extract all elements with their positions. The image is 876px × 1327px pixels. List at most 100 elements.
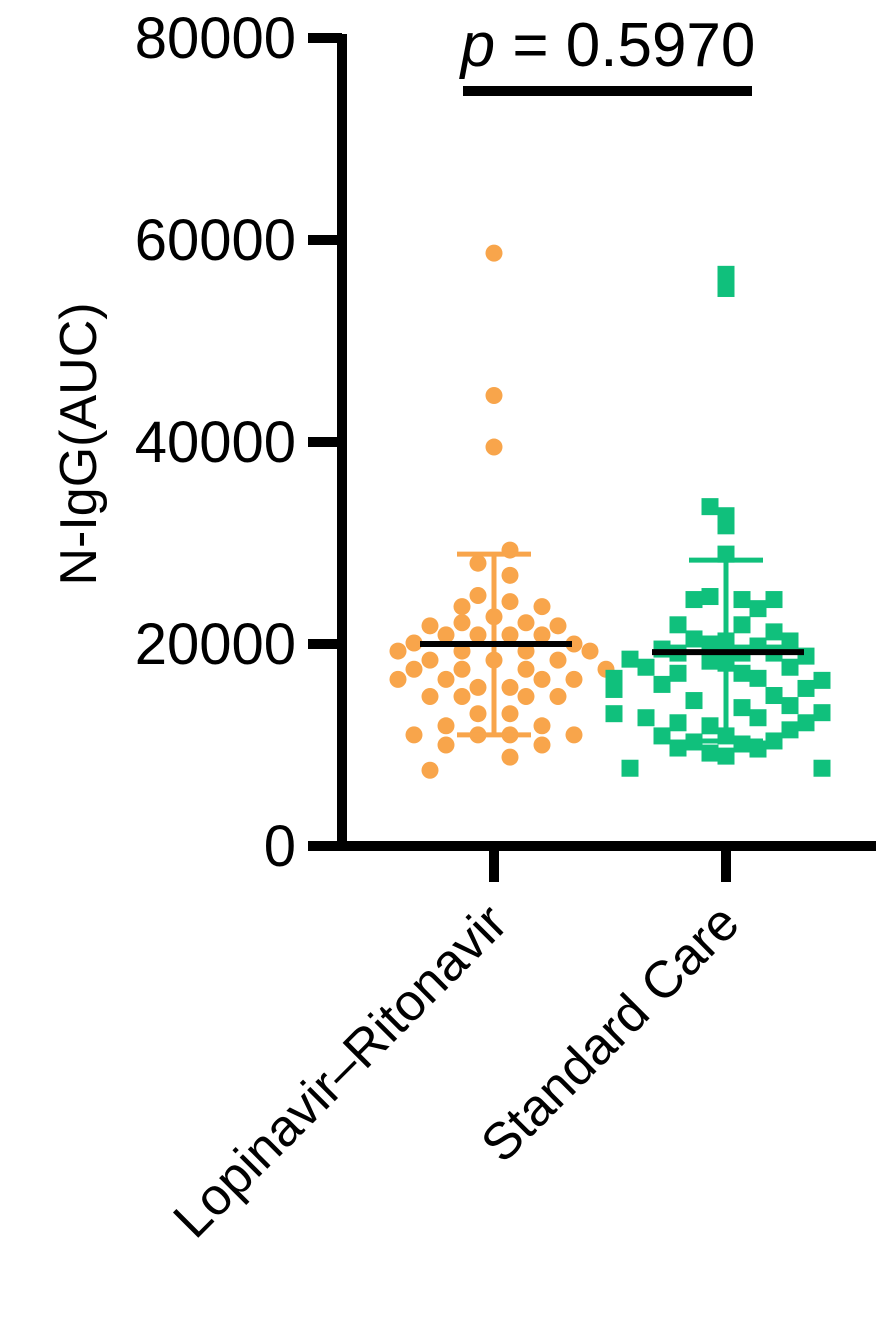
lopinavir-point [501,566,519,584]
lopinavir-point [565,670,583,688]
standard-care-point [653,675,671,693]
lopinavir-point [533,626,551,644]
y-axis-title: N-IgG(AUC) [50,302,108,585]
lopinavir-point [437,736,455,754]
standard-care-point [605,705,623,723]
lopinavir-point [469,705,487,723]
standard-care-point [717,279,735,297]
y-tick-labels: 0 20000 40000 60000 80000 [135,6,296,879]
lopinavir-point [405,726,423,744]
lopinavir-point [533,717,551,735]
lopinavir-point [565,635,583,653]
y-tick-label: 80000 [135,6,296,71]
lopinavir-point [501,626,519,644]
standard-care-point [605,680,623,698]
standard-care-point [669,616,687,634]
lopinavir-point [389,670,407,688]
standard-care-point [749,600,767,618]
lopinavir-point [549,617,567,635]
standard-care-point [781,721,799,739]
lopinavir-point [469,626,487,644]
lopinavir-point [533,598,551,616]
lopinavir-point [533,670,551,688]
lopinavir-point [517,688,535,706]
standard-care-point [701,498,719,516]
y-tick-label: 0 [264,814,296,879]
standard-care-point [749,709,767,727]
standard-care-point [733,699,751,717]
standard-care-point [685,591,703,609]
standard-care-point [637,658,655,676]
standard-care-point [701,717,719,735]
standard-care-point [749,740,767,758]
lopinavir-point [517,660,535,678]
p-symbol: p [459,11,495,80]
standard-care-point [797,679,815,697]
lopinavir-point [389,642,407,660]
significance-annotation: p = 0.5970 [459,11,756,96]
lopinavir-point [485,438,503,456]
standard-care-point [797,714,815,732]
standard-care-point [701,652,719,670]
standard-care-point [781,632,799,650]
standard-care-point [701,588,719,606]
lopinavir-point [405,660,423,678]
standard-care-point [733,735,751,753]
standard-care-point [717,517,735,535]
lopinavir-point [453,598,471,616]
standard-care-point [765,687,783,705]
lopinavir-point [405,634,423,652]
lopinavir-point [549,651,567,669]
p-value-text: = 0.5970 [495,11,755,80]
lopinavir-point [421,688,439,706]
standard-care-point [669,714,687,732]
lopinavir-point [533,736,551,754]
standard-care-point [685,692,703,710]
standard-care-point [813,704,831,722]
lopinavir-point [501,748,519,766]
standard-care-point [637,709,655,727]
standard-care-point [653,727,671,745]
lopinavir-point [517,614,535,632]
standard-care-point [733,591,751,609]
standard-care-point [813,671,831,689]
lopinavir-point [421,651,439,669]
standard-care-point [765,732,783,750]
lopinavir-point [469,554,487,572]
lopinavir-point [469,587,487,605]
lopinavir-point [453,660,471,678]
lopinavir-point [581,642,599,660]
standard-care-point [749,669,767,687]
lopinavir-point [485,387,503,405]
standard-care-point [621,650,639,668]
lopinavir-point [501,678,519,696]
y-tick-label: 40000 [135,410,296,475]
standard-care-point [669,739,687,757]
p-value-label: p = 0.5970 [459,11,756,80]
lopinavir-point [485,244,503,262]
lopinavir-point [421,617,439,635]
standard-care-point [717,747,735,765]
standard-care-point [765,591,783,609]
standard-care-point [669,664,687,682]
standard-care-point [701,635,719,653]
lopinavir-point [565,726,583,744]
summary-bars [420,551,804,744]
standard-care-point [781,658,799,676]
standard-care-point [701,744,719,762]
lopinavir-point [437,717,455,735]
category-label: Lopinavir–Ritonavir [163,893,519,1249]
standard-care-point [813,759,831,777]
y-tick-label: 20000 [135,612,296,677]
lopinavir-point [437,626,455,644]
lopinavir-point [549,688,567,706]
y-tick-label: 60000 [135,208,296,273]
standard-care-point [621,759,639,777]
standard-care-point [765,623,783,641]
lopinavir-point [469,678,487,696]
lopinavir-point [421,761,439,779]
standard-care-point [733,664,751,682]
lopinavir-point [501,705,519,723]
